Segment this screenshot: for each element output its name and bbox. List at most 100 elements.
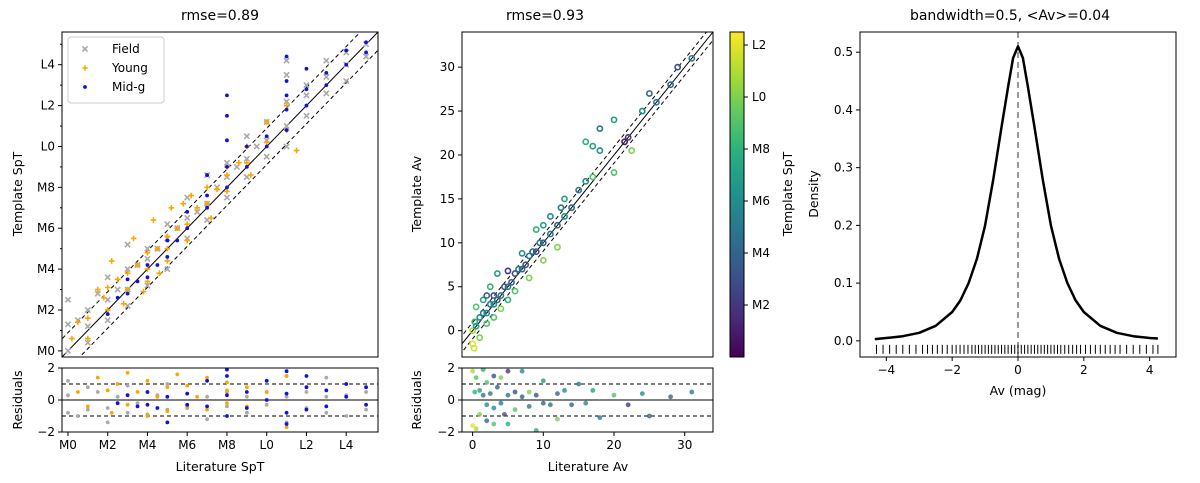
spt-point-young: [164, 245, 171, 252]
spt-point-mid-g: [244, 144, 249, 149]
spt-point-field: [104, 317, 111, 324]
spt-point-young: [104, 284, 111, 291]
spt-point-mid-g: [205, 173, 209, 177]
spt-residual-point-mid-g: [304, 407, 309, 412]
av-ytick-label: 0: [447, 324, 455, 338]
av-residual-ytick-label: −2: [437, 425, 455, 439]
av-residual-point: [533, 428, 539, 432]
av-residual-point: [498, 400, 504, 406]
spt-residual-point-field: [66, 410, 70, 415]
spt-residual-point-young: [264, 390, 269, 394]
spt-point-young: [114, 276, 121, 283]
av-residual-point: [540, 378, 546, 384]
av-residual-point: [590, 388, 596, 393]
av-point: [472, 322, 480, 330]
spt-residual-point-young: [125, 370, 130, 375]
spt-residual-point-mid-g: [324, 388, 329, 393]
av-point: [546, 230, 554, 238]
av-point: [483, 292, 491, 299]
spt-point-young: [144, 266, 151, 272]
av-upper-band-line: [462, 32, 708, 337]
spt-point-young: [283, 102, 290, 109]
av-residual-point: [477, 388, 483, 393]
kde-ytick-label: 0.0: [834, 334, 853, 348]
av-residual-point: [533, 392, 539, 398]
spt-residual-point-mid-g: [115, 401, 120, 406]
spt-point-mid-g: [185, 209, 190, 214]
av-point: [529, 248, 537, 255]
spt-xtick-label: M2: [99, 438, 117, 452]
spt-ytick-label: M6: [37, 221, 55, 235]
av-point: [504, 296, 512, 304]
spt-point-mid-g: [225, 113, 229, 118]
av-xtick-label: 20: [606, 438, 621, 452]
av-residual-point: [646, 413, 652, 419]
spt-point-field: [184, 214, 191, 222]
av-point: [589, 142, 597, 150]
spt-point-field: [283, 122, 290, 130]
spt-point-mid-g: [264, 144, 269, 149]
spt-point-field: [84, 323, 92, 330]
spt-point-young: [224, 172, 230, 178]
av-point: [483, 320, 491, 328]
av-point: [628, 147, 636, 154]
spt-point-mid-g: [304, 66, 309, 71]
av-point: [532, 226, 540, 234]
av-residual-point: [494, 384, 500, 390]
av-residual-ytick-label: 2: [447, 361, 455, 375]
spt-residual-point-mid-g: [284, 410, 289, 415]
colorbar-tick-label: M4: [752, 246, 770, 260]
av-point: [596, 125, 604, 133]
spt-point-mid-g: [284, 79, 289, 83]
av-residual-point: [473, 426, 479, 432]
spt-ytick-label: L0: [41, 139, 55, 153]
av-residual-point: [562, 388, 567, 393]
spt-xlabel: Literature SpT: [176, 459, 265, 474]
av-residual-point: [689, 389, 695, 395]
kde-xtick-label: 4: [1146, 363, 1154, 377]
spt-point-field: [104, 274, 111, 281]
spt-point-young: [184, 221, 191, 227]
colorbar-tick-label: L2: [752, 38, 766, 52]
av-residual-point: [472, 389, 478, 395]
legend-marker-young: [82, 65, 88, 71]
kde-ytick-label: 0.4: [834, 103, 853, 117]
av-point: [518, 265, 526, 273]
spt-residual-point-mid-g: [244, 390, 249, 394]
colorbar-label: Template SpT: [780, 151, 795, 237]
colorbar-tick-label: M8: [752, 142, 770, 156]
spt-point-mid-g: [324, 70, 329, 75]
spt-point-young: [120, 301, 127, 307]
av-point: [479, 309, 487, 317]
spt-residual-point-mid-g: [125, 393, 130, 398]
spt-residual-point-young: [165, 385, 170, 390]
kde-ytick-label: 0.3: [834, 161, 853, 175]
spt-point-field: [323, 57, 330, 64]
spt-residual-point-young: [185, 383, 190, 388]
legend-label-mid-g: Mid-g: [112, 80, 145, 94]
av-point: [518, 249, 526, 257]
spt-residual-point-mid-g: [284, 369, 289, 374]
spt-residual-point-field: [115, 394, 120, 399]
spt-point-young: [85, 315, 91, 321]
spt-residual-point-young: [225, 380, 229, 385]
spt-residual-point-mid-g: [244, 406, 249, 410]
spt-residual-point-field: [364, 407, 368, 412]
spt-point-young: [75, 319, 81, 326]
av-point: [497, 292, 505, 299]
spt-axes-frame: [61, 31, 379, 358]
spt-point-young: [184, 237, 191, 244]
spt-point-young: [124, 286, 131, 293]
spt-point-field: [164, 265, 171, 273]
spt-residual-point-field: [66, 393, 70, 398]
panel-kde: bandwidth=0.5, <Av>=0.04 0.0 0.1 0.2 0.3 0.4…: [806, 8, 1177, 398]
av-point: [554, 243, 561, 251]
av-residual-point: [498, 375, 504, 380]
panel-av: rmse=0.93 0 5 10 15 20 25 30 Template Av: [409, 8, 714, 358]
av-residual-point: [491, 405, 497, 411]
spt-point-mid-g: [125, 291, 130, 296]
av-point: [674, 63, 682, 71]
spt-residual-point-field: [244, 394, 249, 399]
spt-residual-point-young: [115, 382, 120, 386]
